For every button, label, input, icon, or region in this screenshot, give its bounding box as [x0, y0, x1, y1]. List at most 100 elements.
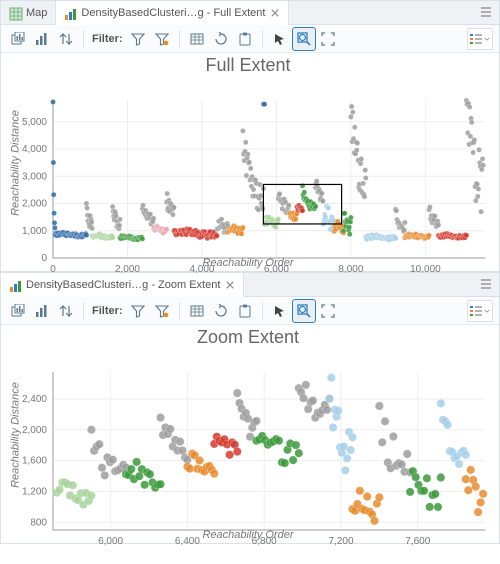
- updown-button[interactable]: [55, 300, 77, 322]
- data-point[interactable]: [434, 503, 442, 511]
- data-point[interactable]: [98, 464, 106, 472]
- data-point[interactable]: [89, 219, 94, 224]
- data-point[interactable]: [300, 208, 305, 213]
- data-point[interactable]: [462, 475, 470, 483]
- zoom-box-button[interactable]: [293, 300, 315, 322]
- data-point[interactable]: [52, 211, 57, 216]
- data-point[interactable]: [467, 104, 472, 109]
- data-point[interactable]: [247, 160, 252, 165]
- data-point[interactable]: [436, 222, 441, 227]
- data-point[interactable]: [348, 433, 356, 441]
- data-point[interactable]: [432, 214, 437, 219]
- data-point[interactable]: [476, 498, 484, 506]
- data-point[interactable]: [427, 204, 432, 209]
- data-point[interactable]: [480, 156, 485, 161]
- data-point[interactable]: [233, 447, 241, 455]
- data-point[interactable]: [170, 212, 175, 217]
- data-point[interactable]: [117, 217, 122, 222]
- data-point[interactable]: [437, 399, 445, 407]
- data-point[interactable]: [84, 205, 89, 210]
- data-point[interactable]: [277, 191, 282, 196]
- pointer-button[interactable]: [269, 300, 291, 322]
- data-point[interactable]: [319, 191, 324, 196]
- data-point[interactable]: [455, 460, 463, 468]
- data-point[interactable]: [314, 179, 319, 184]
- data-point[interactable]: [313, 204, 318, 209]
- data-point[interactable]: [347, 446, 355, 454]
- data-point[interactable]: [464, 486, 472, 494]
- data-point[interactable]: [219, 217, 224, 222]
- close-tab-button[interactable]: [270, 8, 280, 18]
- data-point[interactable]: [402, 220, 407, 225]
- data-point[interactable]: [464, 233, 469, 238]
- data-point[interactable]: [260, 206, 265, 211]
- data-point[interactable]: [140, 481, 148, 489]
- data-point[interactable]: [329, 423, 337, 431]
- data-point[interactable]: [186, 464, 194, 472]
- data-point[interactable]: [375, 402, 383, 410]
- data-point[interactable]: [327, 374, 335, 382]
- full-extent-button[interactable]: [317, 28, 339, 50]
- data-point[interactable]: [370, 517, 378, 525]
- data-point[interactable]: [240, 128, 245, 133]
- data-point[interactable]: [233, 389, 241, 397]
- data-point[interactable]: [479, 490, 487, 498]
- data-point[interactable]: [245, 152, 250, 157]
- data-point[interactable]: [393, 236, 398, 241]
- data-point[interactable]: [165, 191, 170, 196]
- data-point[interactable]: [195, 456, 203, 464]
- data-point[interactable]: [156, 413, 164, 421]
- data-point[interactable]: [151, 216, 156, 221]
- pointer-button[interactable]: [269, 28, 291, 50]
- data-point[interactable]: [132, 458, 140, 466]
- data-point[interactable]: [381, 417, 389, 425]
- data-point[interactable]: [95, 440, 103, 448]
- tab-menu-button[interactable]: [479, 5, 493, 19]
- data-point[interactable]: [350, 110, 355, 115]
- data-point[interactable]: [341, 466, 349, 474]
- data-point[interactable]: [403, 450, 411, 458]
- zoom-box-button[interactable]: [293, 28, 315, 50]
- data-point[interactable]: [347, 232, 352, 237]
- data-point[interactable]: [289, 456, 297, 464]
- data-point[interactable]: [214, 233, 219, 238]
- data-point[interactable]: [355, 141, 360, 146]
- paste-button[interactable]: [234, 28, 256, 50]
- data-point[interactable]: [348, 215, 353, 220]
- data-point[interactable]: [52, 225, 57, 230]
- data-point[interactable]: [343, 454, 351, 462]
- funnel-dot-button[interactable]: [151, 300, 173, 322]
- data-point[interactable]: [140, 203, 145, 208]
- data-point[interactable]: [356, 487, 364, 495]
- data-point[interactable]: [156, 480, 164, 488]
- table-button[interactable]: [186, 28, 208, 50]
- bar-sort-button[interactable]: [31, 300, 53, 322]
- data-point[interactable]: [477, 147, 482, 152]
- data-point[interactable]: [84, 233, 89, 238]
- data-point[interactable]: [475, 182, 480, 187]
- data-point[interactable]: [472, 137, 477, 142]
- data-point[interactable]: [426, 503, 434, 511]
- data-point[interactable]: [146, 470, 154, 478]
- data-point[interactable]: [140, 236, 145, 241]
- data-point[interactable]: [51, 192, 56, 197]
- data-point[interactable]: [176, 437, 184, 445]
- data-point[interactable]: [320, 199, 325, 204]
- data-point[interactable]: [309, 396, 317, 404]
- data-point[interactable]: [240, 225, 245, 230]
- data-point[interactable]: [342, 211, 347, 216]
- data-point[interactable]: [359, 156, 364, 161]
- data-point[interactable]: [239, 231, 244, 236]
- data-point[interactable]: [348, 114, 353, 119]
- tab-chart[interactable]: DensityBasedClusteri…g - Zoom Extent: [1, 273, 244, 297]
- data-point[interactable]: [443, 421, 451, 429]
- data-point[interactable]: [302, 190, 307, 195]
- data-point[interactable]: [394, 208, 399, 213]
- data-point[interactable]: [281, 459, 289, 467]
- data-point[interactable]: [389, 432, 397, 440]
- data-point[interactable]: [349, 104, 354, 109]
- data-point[interactable]: [358, 161, 363, 166]
- data-point[interactable]: [347, 225, 352, 230]
- data-point[interactable]: [275, 437, 283, 445]
- data-point[interactable]: [251, 187, 256, 192]
